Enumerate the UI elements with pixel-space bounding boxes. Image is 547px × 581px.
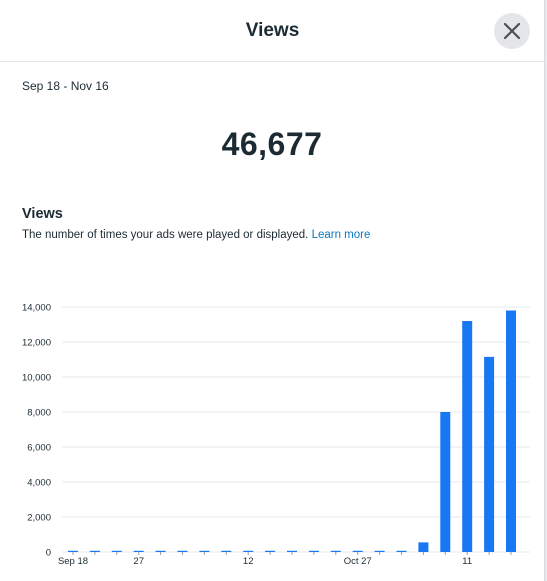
bar	[155, 550, 166, 552]
bar	[440, 412, 451, 552]
dialog-header: Views	[0, 0, 545, 62]
bar	[396, 550, 407, 552]
x-tick-label: 12	[243, 556, 254, 567]
metric-description: The number of times your ads were played…	[22, 229, 370, 241]
y-tick-label: 0	[46, 548, 51, 559]
x-tick-label: 27	[133, 556, 144, 567]
y-tick-label: 4,000	[27, 478, 51, 489]
views-bar-chart: 0 2,000 4,000 6,000 8,000 10,000 12,000 14,000 S…	[22, 303, 530, 567]
metric-description-text: The number of times your ads were played…	[22, 229, 309, 241]
bar	[462, 321, 473, 552]
bar	[177, 550, 188, 552]
date-range: Sep 18 - Nov 16	[22, 79, 109, 93]
bar	[352, 550, 363, 552]
metric-title: Views	[22, 206, 63, 222]
bar	[330, 550, 341, 552]
bar	[199, 550, 210, 552]
bar	[506, 310, 516, 552]
total-views-value: 46,677	[221, 126, 323, 162]
y-tick-label: 8,000	[27, 408, 51, 419]
y-tick-label: 6,000	[27, 443, 51, 454]
y-tick-label: 10,000	[22, 373, 51, 384]
bar	[265, 550, 276, 552]
bar	[374, 550, 385, 552]
bar	[287, 550, 297, 552]
bar	[111, 550, 122, 552]
learn-more-link[interactable]: Learn more	[311, 229, 371, 241]
bar	[243, 550, 254, 552]
bar	[89, 550, 100, 552]
y-tick-label: 14,000	[22, 303, 51, 314]
x-tick-label: 11	[462, 556, 472, 567]
close-icon	[503, 22, 521, 40]
bar	[418, 542, 429, 552]
bar	[133, 550, 144, 552]
dialog-title: Views	[245, 20, 300, 41]
y-tick-label: 12,000	[22, 338, 51, 349]
close-button[interactable]	[494, 13, 530, 49]
bar	[68, 550, 78, 552]
bar	[221, 550, 232, 552]
bar	[484, 356, 495, 552]
bar	[308, 550, 319, 552]
x-tick-label: Oct 27	[344, 556, 372, 567]
x-tick-label: Sep 18	[58, 556, 88, 567]
y-tick-label: 2,000	[27, 513, 51, 524]
